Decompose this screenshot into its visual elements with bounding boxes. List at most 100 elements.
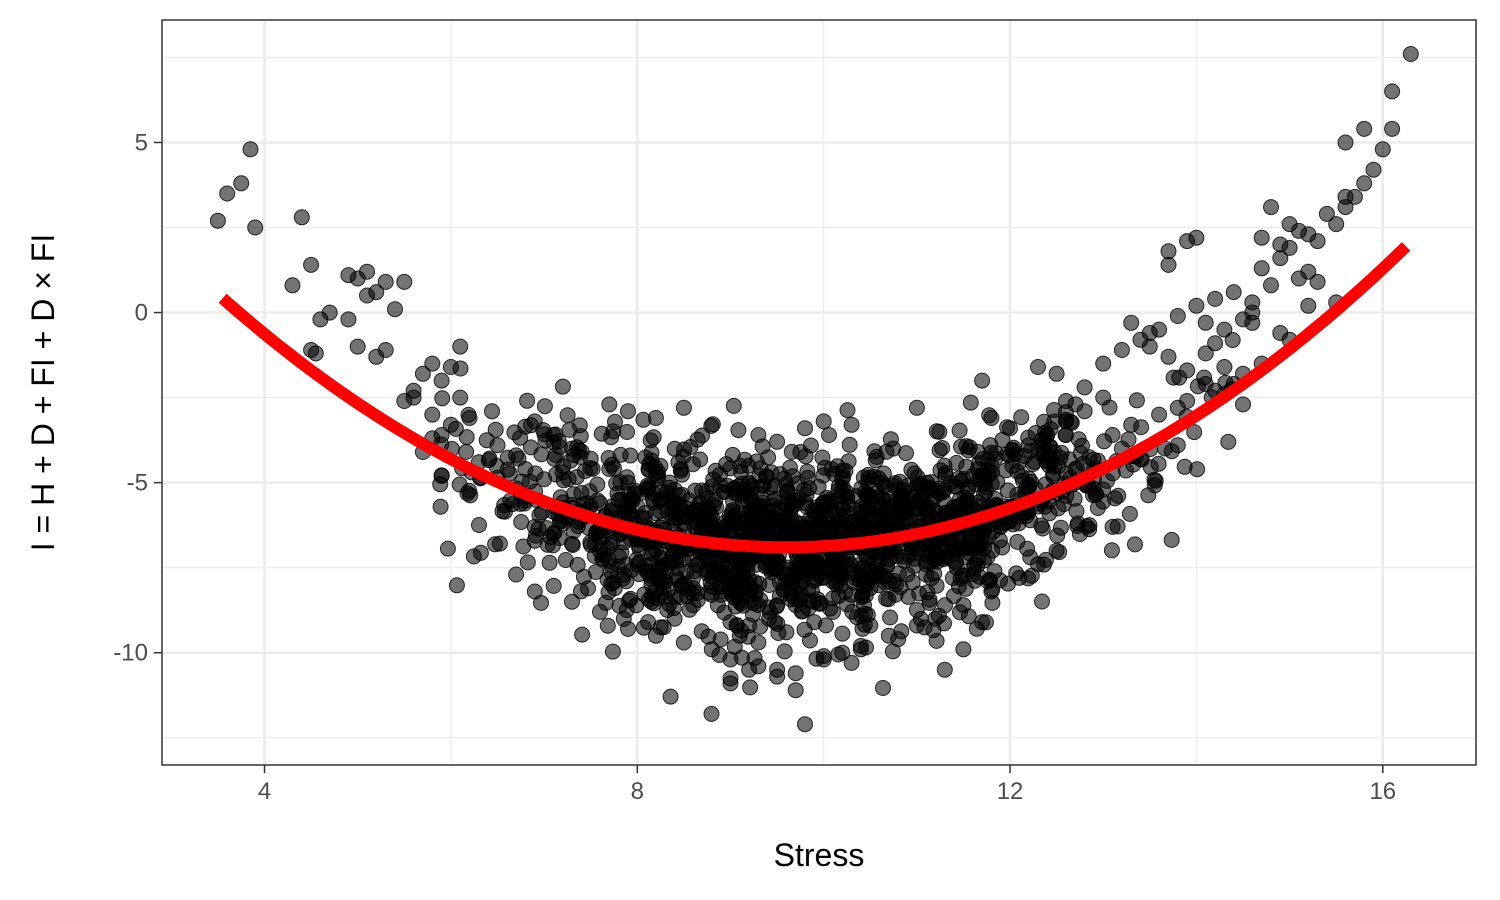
scatter-point: [460, 406, 477, 423]
y-tick-label: 5: [135, 129, 148, 156]
scatter-point: [536, 398, 553, 415]
scatter-point: [1160, 243, 1177, 260]
scatter-point: [564, 593, 580, 610]
scatter-point: [603, 429, 620, 446]
scatter-point: [732, 458, 749, 474]
scatter-point: [560, 471, 577, 487]
scatter-point: [925, 622, 942, 639]
scatter-point: [712, 631, 729, 648]
scatter-point: [1026, 453, 1043, 470]
scatter-point: [956, 567, 973, 584]
x-tick-label: 4: [258, 778, 271, 805]
scatter-point: [1101, 399, 1118, 416]
scatter-point: [661, 474, 678, 491]
scatter-point: [814, 449, 831, 466]
scatter-point: [321, 304, 338, 321]
scatter-point: [769, 668, 786, 685]
scatter-point: [569, 556, 586, 573]
scatter-point: [1318, 205, 1335, 222]
scatter-point: [515, 538, 532, 555]
scatter-point: [984, 594, 1001, 611]
scatter-point: [740, 628, 756, 645]
scatter-point: [564, 537, 581, 553]
scatter-point: [1052, 449, 1069, 466]
scatter-point: [650, 572, 667, 589]
scatter-point: [931, 423, 948, 440]
scatter-point: [1141, 325, 1158, 341]
scatter-point: [1141, 338, 1158, 355]
scatter-point: [448, 577, 465, 594]
scatter-point: [1160, 256, 1177, 273]
scatter-point: [829, 458, 846, 475]
scatter-point: [1013, 409, 1030, 426]
scatter-point: [867, 553, 884, 570]
scatter-point: [885, 440, 902, 457]
x-tick-label: 16: [1369, 778, 1396, 805]
scatter-point: [742, 679, 759, 696]
scatter-point: [635, 619, 652, 636]
scatter-point: [921, 594, 938, 611]
scatter-point: [991, 532, 1008, 549]
scatter-point: [769, 433, 786, 450]
scatter-point: [519, 392, 536, 409]
scatter-point: [432, 498, 449, 515]
scatter-point: [734, 552, 750, 569]
scatter-point: [458, 443, 475, 460]
scatter-point: [890, 505, 906, 522]
scatter-point: [858, 576, 875, 593]
scatter-point: [1103, 542, 1120, 559]
scatter-point: [842, 556, 859, 573]
scatter-point: [615, 610, 632, 627]
scatter-point: [656, 589, 673, 606]
scatter-point: [424, 406, 441, 423]
scatter-point: [452, 338, 469, 355]
scatter-point: [1133, 419, 1150, 436]
scatter-point: [951, 422, 968, 439]
scatter-point: [831, 568, 848, 585]
scatter-point: [604, 643, 621, 660]
scatter-point: [439, 540, 456, 557]
scatter-point: [559, 407, 576, 424]
y-axis-title: I = H + D + FI + D × FI: [25, 234, 61, 551]
scatter-point: [923, 570, 940, 587]
scatter-point: [961, 439, 978, 456]
scatter-point: [1207, 290, 1224, 307]
scatter-point: [636, 510, 653, 527]
scatter-point: [875, 465, 892, 482]
scatter-point: [1197, 314, 1214, 331]
scatter-point: [1095, 355, 1112, 372]
scatter-point: [811, 595, 828, 612]
scatter-point: [1189, 378, 1206, 395]
scatter-point: [599, 617, 616, 634]
scatter-point: [716, 604, 733, 621]
scatter-point: [1096, 433, 1113, 450]
scatter-point: [340, 311, 357, 328]
scatter-point: [242, 141, 259, 158]
scatter-point: [1019, 540, 1036, 557]
scatter-point: [797, 420, 813, 437]
scatter-point: [1051, 544, 1068, 561]
scatter-point: [1225, 284, 1242, 301]
scatter-point: [952, 604, 968, 621]
scatter-point: [1113, 342, 1130, 358]
scatter-point: [293, 209, 310, 226]
scatter-point: [1384, 120, 1401, 137]
scatter-point: [1057, 427, 1074, 443]
scatter-point: [839, 402, 856, 419]
scatter-point: [797, 448, 814, 465]
scatter-point: [387, 301, 403, 318]
scatter-point: [795, 482, 812, 498]
scatter-point: [681, 601, 698, 618]
scatter-point: [968, 620, 985, 637]
scatter-point: [1272, 325, 1289, 341]
scatter-point: [527, 527, 544, 544]
scatter-point: [619, 424, 635, 440]
scatter-point: [574, 626, 591, 643]
scatter-point: [1328, 216, 1345, 233]
scatter-point: [621, 493, 638, 510]
scatter-point: [887, 586, 904, 603]
scatter-point: [1007, 445, 1023, 462]
scatter-point: [787, 665, 804, 682]
scatter-point: [499, 461, 516, 478]
scatter-point: [414, 365, 431, 382]
